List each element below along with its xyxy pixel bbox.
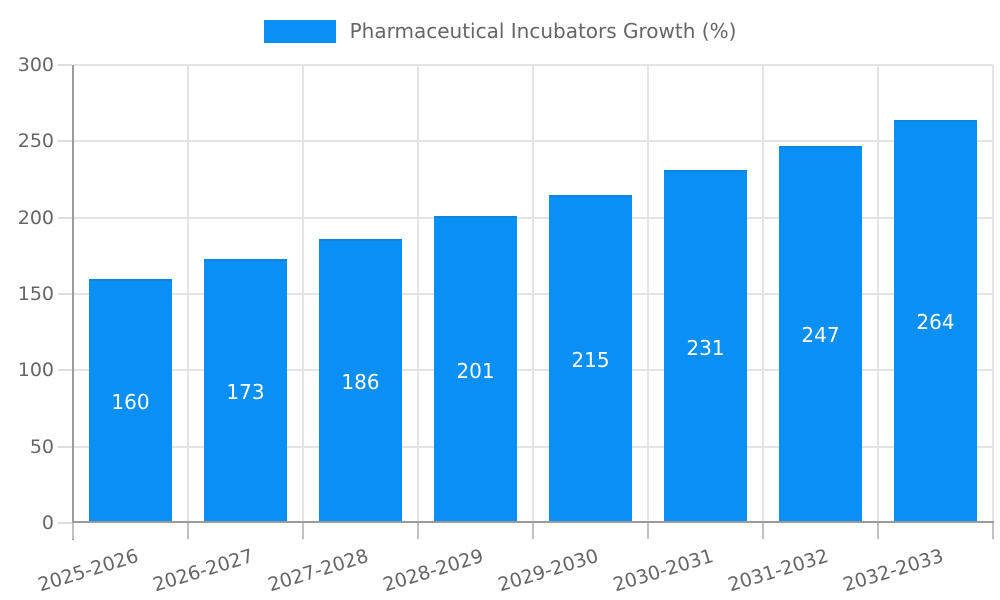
bar-value-label: 160 (111, 389, 150, 414)
x-tick-label: 2032-2033 (840, 545, 946, 597)
x-tick (187, 523, 189, 539)
y-tick (58, 293, 72, 295)
x-gridline (647, 65, 649, 523)
x-tick-label: 2028-2029 (380, 545, 486, 597)
y-tick-label: 250 (17, 130, 54, 153)
y-tick (58, 445, 72, 448)
bar-value-label: 186 (341, 370, 380, 395)
bar-2031-2032[interactable]: 247 (779, 145, 862, 523)
y-axis-line (72, 65, 74, 540)
bar-value-label: 264 (916, 310, 955, 335)
y-tick (58, 216, 72, 219)
y-tick-label: 150 (17, 283, 54, 305)
x-tick (532, 523, 534, 539)
y-tick (58, 369, 72, 372)
x-gridline (877, 65, 879, 523)
x-gridline (992, 65, 994, 523)
x-tick (877, 523, 879, 539)
y-tick (58, 64, 72, 66)
x-tick (762, 523, 764, 539)
x-tick-label: 2025-2026 (35, 545, 141, 597)
bar-value-label: 173 (226, 379, 265, 404)
x-tick-label: 2030-2031 (610, 545, 716, 597)
bar-value-label: 215 (571, 347, 610, 372)
x-tick (647, 523, 649, 539)
plot-area: 160 173 186 201 215 231 247 264 (73, 64, 994, 523)
bar-2025-2026[interactable]: 160 (89, 278, 172, 523)
x-gridline (302, 65, 304, 523)
y-tick (58, 522, 72, 524)
x-gridline (187, 65, 189, 523)
bar-2030-2031[interactable]: 231 (664, 170, 747, 523)
legend-label: Pharmaceutical Incubators Growth (%) (349, 19, 737, 43)
bar-2026-2027[interactable]: 173 (204, 258, 287, 523)
y-tick-label: 50 (29, 435, 54, 458)
x-axis-line (72, 521, 994, 523)
legend-swatch[interactable] (263, 20, 336, 43)
x-gridline (762, 65, 764, 523)
y-tick-label: 0 (41, 512, 54, 534)
legend[interactable]: Pharmaceutical Incubators Growth (%) (0, 20, 1000, 43)
bar-2029-2030[interactable]: 215 (549, 194, 632, 523)
bar-value-label: 201 (456, 358, 495, 383)
x-tick (417, 523, 419, 539)
bar-value-label: 247 (801, 323, 840, 348)
y-tick-label: 300 (17, 54, 54, 76)
x-gridline (417, 65, 419, 523)
x-tick (72, 523, 74, 539)
y-tick (58, 140, 72, 143)
x-tick-label: 2027-2028 (265, 545, 371, 597)
x-tick-label: 2029-2030 (495, 545, 601, 597)
bar-value-label: 231 (686, 335, 725, 360)
x-tick-label: 2031-2032 (725, 545, 831, 597)
x-gridline (532, 65, 534, 523)
bar-2028-2029[interactable]: 201 (434, 216, 517, 523)
bar-2032-2033[interactable]: 264 (894, 119, 977, 523)
x-tick (992, 523, 994, 539)
bar-2027-2028[interactable]: 186 (319, 239, 402, 523)
x-tick (302, 523, 304, 539)
y-tick-label: 100 (17, 359, 54, 382)
y-tick-label: 200 (17, 206, 54, 229)
x-tick-label: 2026-2027 (150, 545, 256, 597)
